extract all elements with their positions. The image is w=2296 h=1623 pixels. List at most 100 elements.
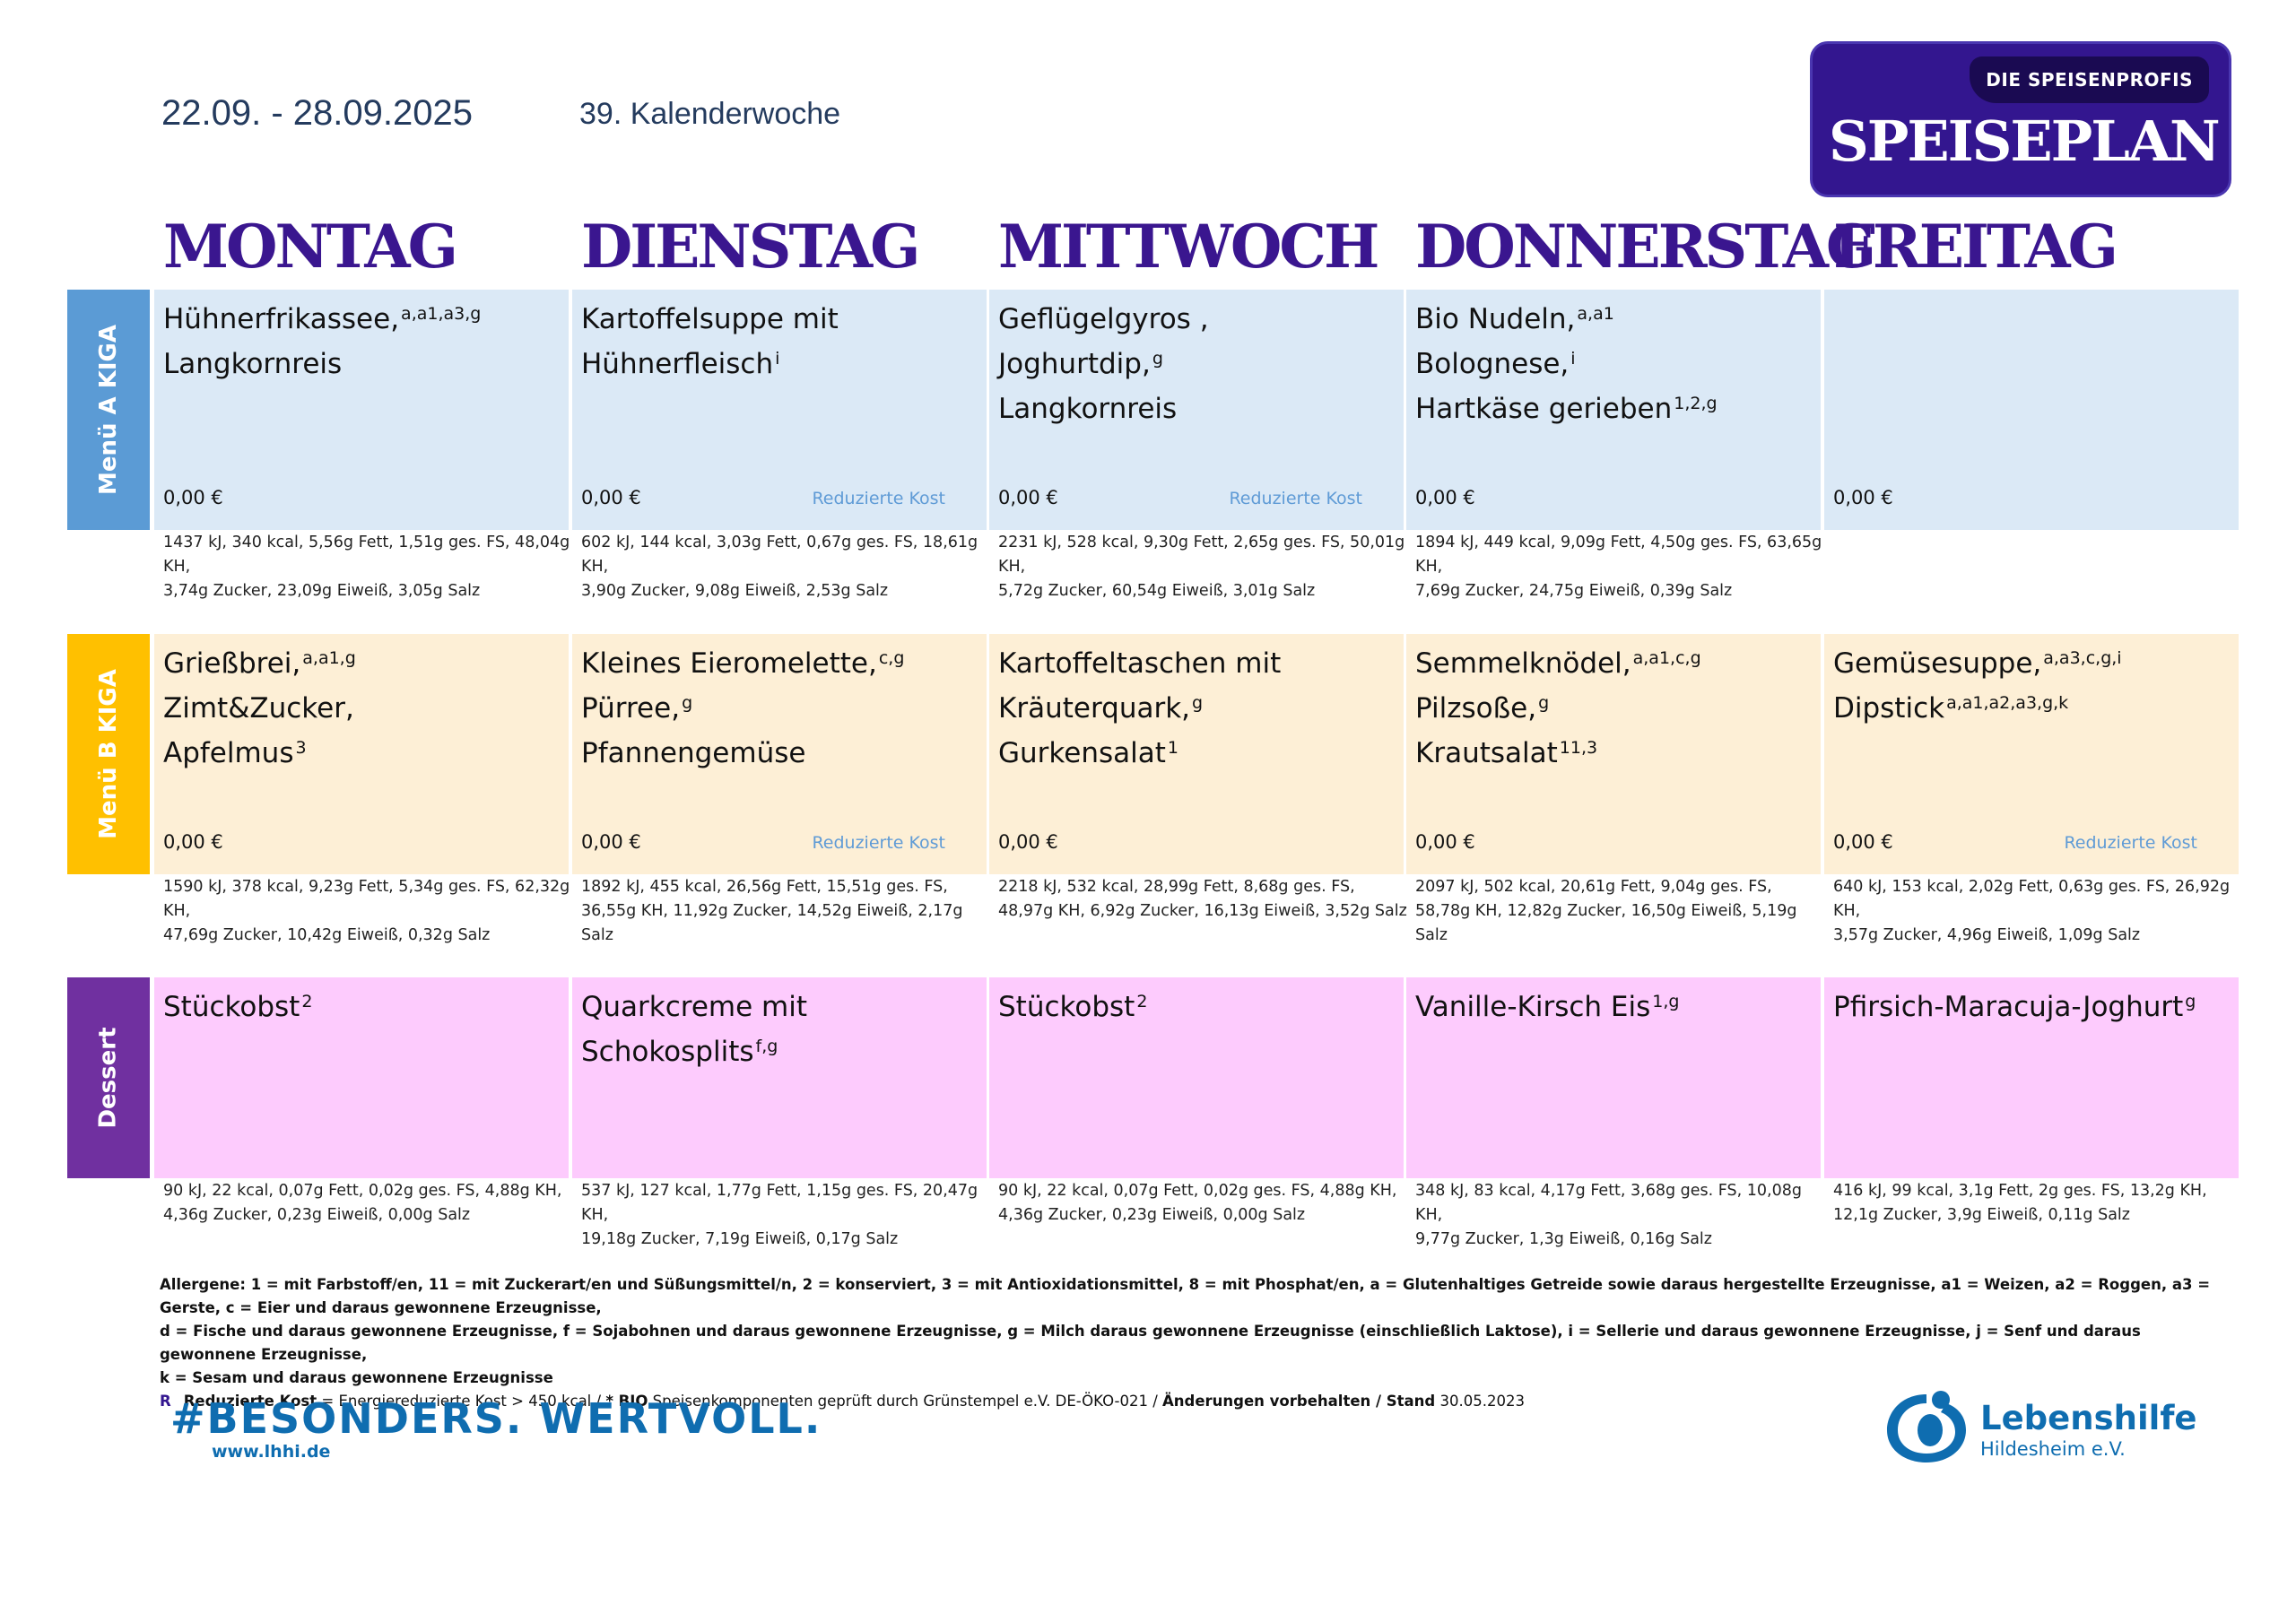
dish-line: Hühnerfrikassee, a,a1,a3,g bbox=[163, 297, 560, 342]
dish-text: Kartoffelsuppe mit bbox=[581, 303, 839, 335]
menu-a-nutrition-thursday: 1894 kJ, 449 kcal, 9,09g Fett, 4,50g ges… bbox=[1415, 534, 1822, 600]
dessert-cell-monday: Stückobst 2 bbox=[154, 977, 569, 1178]
dish-text: Apfelmus bbox=[163, 737, 294, 769]
allergen-code: g bbox=[1152, 349, 1163, 369]
allergen-code: i bbox=[775, 349, 780, 369]
dish-text: Pfirsich-Maracuja-Joghurt bbox=[1833, 991, 2184, 1023]
allergen-code: 2 bbox=[301, 992, 313, 1011]
allergen-code: 1,g bbox=[1652, 992, 1680, 1011]
dish-text: Hühnerfleisch bbox=[581, 348, 774, 380]
allergen-code: a,a3,c,g,i bbox=[2043, 648, 2122, 668]
price: 0,00 € bbox=[1415, 487, 1475, 508]
reduced-diet-tag: Reduzierte Kost bbox=[1229, 489, 1362, 508]
dish-text: Quarkcreme mit Schokosplits bbox=[581, 991, 808, 1068]
dish-line: Semmelknödel, a,a1,c,g bbox=[1415, 641, 1812, 686]
menu-b-nutrition-tuesday: 1892 kJ, 455 kcal, 26,56g Fett, 15,51g g… bbox=[581, 878, 963, 944]
brand-title: SPEISEPLAN bbox=[1829, 108, 2221, 174]
menu-a-cell-wednesday: Geflügelgyros , Joghurtdip, g Langkornreis 0… bbox=[989, 290, 1404, 530]
dish-text: Langkornreis bbox=[163, 348, 343, 380]
dish-line: Stückobst 2 bbox=[163, 985, 560, 1029]
allergen-code: a,a1,a3,g bbox=[401, 304, 482, 324]
dish-text: Dipstick bbox=[1833, 692, 1945, 725]
dish-text: Pilzsoße, bbox=[1415, 692, 1537, 725]
dish-line: Zimt&Zucker, bbox=[163, 686, 560, 731]
dish-text: Gemüsesuppe, bbox=[1833, 647, 2042, 680]
dish-line: Krautsalat 11,3 bbox=[1415, 731, 1812, 776]
allergen-code: a,a1,g bbox=[302, 648, 356, 668]
allergen-legend: Allergene: 1 = mit Farbstoff/en, 11 = mi… bbox=[160, 1273, 2222, 1413]
dish-text: Grießbrei, bbox=[163, 647, 301, 680]
dish-line: Grießbrei, a,a1,g bbox=[163, 641, 560, 686]
allergen-line-3: k = Sesam und daraus gewonnene Erzeugnis… bbox=[160, 1369, 553, 1386]
dessert-cell-tuesday: Quarkcreme mit Schokosplits f,g bbox=[572, 977, 987, 1178]
legend-bio-text: Speisenkomponenten geprüft durch Grünste… bbox=[648, 1393, 1163, 1410]
calendar-week: 39. Kalenderwoche bbox=[579, 97, 841, 131]
dish-text: Hartkäse gerieben bbox=[1415, 393, 1673, 425]
menu-a-cell-tuesday: Kartoffelsuppe mit Hühnerfleisch i 0,00 € Re… bbox=[572, 290, 987, 530]
day-header-thursday: DONNERSTAG bbox=[1415, 212, 1876, 282]
menu-a-nutrition-tuesday: 602 kJ, 144 kcal, 3,03g Fett, 0,67g ges.… bbox=[581, 534, 978, 600]
org-subtitle: Hildesheim e.V. bbox=[1980, 1438, 2126, 1460]
website-url[interactable]: www.lhhi.de bbox=[212, 1442, 331, 1462]
day-header-tuesday: DIENSTAG bbox=[581, 212, 920, 282]
dessert-cell-wednesday: Stückobst 2 bbox=[989, 977, 1404, 1178]
dish-line: Langkornreis bbox=[998, 386, 1395, 431]
dish-line: Dipstick a,a1,a2,a3,g,k bbox=[1833, 686, 2230, 731]
dish-line: Pfannengemüse bbox=[581, 731, 978, 776]
dish-line: Kartoffelsuppe mit bbox=[581, 297, 978, 342]
price: 0,00 € bbox=[581, 831, 641, 853]
dish-text: Kräuterquark, bbox=[998, 692, 1191, 725]
price: 0,00 € bbox=[163, 831, 223, 853]
allergen-code: i bbox=[1570, 349, 1576, 369]
brand-logo-box: DIE SPEISENPROFIS SPEISEPLAN bbox=[1810, 41, 2231, 197]
brand-tag: DIE SPEISENPROFIS bbox=[1970, 56, 2209, 103]
dish-line: Geflügelgyros , bbox=[998, 297, 1395, 342]
allergen-line-1: Allergene: 1 = mit Farbstoff/en, 11 = mi… bbox=[160, 1276, 2211, 1316]
allergen-code: c,g bbox=[878, 648, 905, 668]
dish-line: Pfirsich-Maracuja-Joghurt g bbox=[1833, 985, 2230, 1029]
dish-line: Pürree, g bbox=[581, 686, 978, 731]
allergen-line-2: d = Fische und daraus gewonnene Erzeugni… bbox=[160, 1323, 2141, 1363]
dish-text: Bolognese, bbox=[1415, 348, 1570, 380]
allergen-code: g bbox=[1192, 693, 1204, 713]
price: 0,00 € bbox=[998, 487, 1058, 508]
allergen-code: a,a1,c,g bbox=[1632, 648, 1701, 668]
dessert-nutrition-thursday: 348 kJ, 83 kcal, 4,17g Fett, 3,68g ges. … bbox=[1415, 1182, 1802, 1248]
dish-line: Bolognese, i bbox=[1415, 342, 1812, 386]
price: 0,00 € bbox=[163, 487, 223, 508]
row-label-menu-a: Menü A KIGA bbox=[67, 290, 150, 530]
legend-reduced-line: R Reduzierte Kost = Energiereduzierte Kos… bbox=[160, 1390, 2222, 1413]
dish-line: Hartkäse gerieben 1,2,g bbox=[1415, 386, 1812, 431]
reduced-diet-tag: Reduzierte Kost bbox=[812, 833, 945, 853]
menu-a-cell-friday: 0,00 € bbox=[1824, 290, 2239, 530]
dish-line: Kartoffeltaschen mit bbox=[998, 641, 1395, 686]
dish-text: Geflügelgyros , bbox=[998, 303, 1209, 335]
row-label-dessert: Dessert bbox=[67, 977, 150, 1178]
allergen-code: 3 bbox=[295, 738, 307, 758]
menu-a-nutrition-wednesday: 2231 kJ, 528 kcal, 9,30g Fett, 2,65g ges… bbox=[998, 534, 1405, 600]
dish-text: Kartoffeltaschen mit bbox=[998, 647, 1282, 680]
dish-line: Hühnerfleisch i bbox=[581, 342, 978, 386]
row-label-menu-b: Menü B KIGA bbox=[67, 634, 150, 874]
dessert-nutrition-tuesday: 537 kJ, 127 kcal, 1,77g Fett, 1,15g ges.… bbox=[581, 1182, 978, 1248]
menu-a-cell-thursday: Bio Nudeln, a,a1 Bolognese, i Hartkäse gerie… bbox=[1406, 290, 1821, 530]
dessert-cell-thursday: Vanille-Kirsch Eis 1,g bbox=[1406, 977, 1821, 1178]
allergen-code: f,g bbox=[755, 1037, 778, 1056]
dish-line: Pilzsoße, g bbox=[1415, 686, 1812, 731]
dish-line: Gemüsesuppe, a,a3,c,g,i bbox=[1833, 641, 2230, 686]
menu-a-nutrition-monday: 1437 kJ, 340 kcal, 5,56g Fett, 1,51g ges… bbox=[163, 534, 570, 600]
allergen-code: g bbox=[682, 693, 693, 713]
dish-text: Gurkensalat bbox=[998, 737, 1166, 769]
dish-text: Stückobst bbox=[998, 991, 1135, 1023]
reduced-diet-tag: Reduzierte Kost bbox=[2064, 833, 2197, 853]
dish-line: Vanille-Kirsch Eis 1,g bbox=[1415, 985, 1812, 1029]
dish-text: Bio Nudeln, bbox=[1415, 303, 1576, 335]
allergen-code: a,a1 bbox=[1577, 304, 1614, 324]
dish-line: Joghurtdip, g bbox=[998, 342, 1395, 386]
dessert-nutrition-monday: 90 kJ, 22 kcal, 0,07g Fett, 0,02g ges. F… bbox=[163, 1182, 562, 1224]
price: 0,00 € bbox=[1833, 831, 1893, 853]
dish-text: Vanille-Kirsch Eis bbox=[1415, 991, 1651, 1023]
menu-b-cell-friday: Gemüsesuppe, a,a3,c,g,i Dipstick a,a1,a2,a3… bbox=[1824, 634, 2239, 874]
price: 0,00 € bbox=[1415, 831, 1475, 853]
dish-line: Langkornreis bbox=[163, 342, 560, 386]
